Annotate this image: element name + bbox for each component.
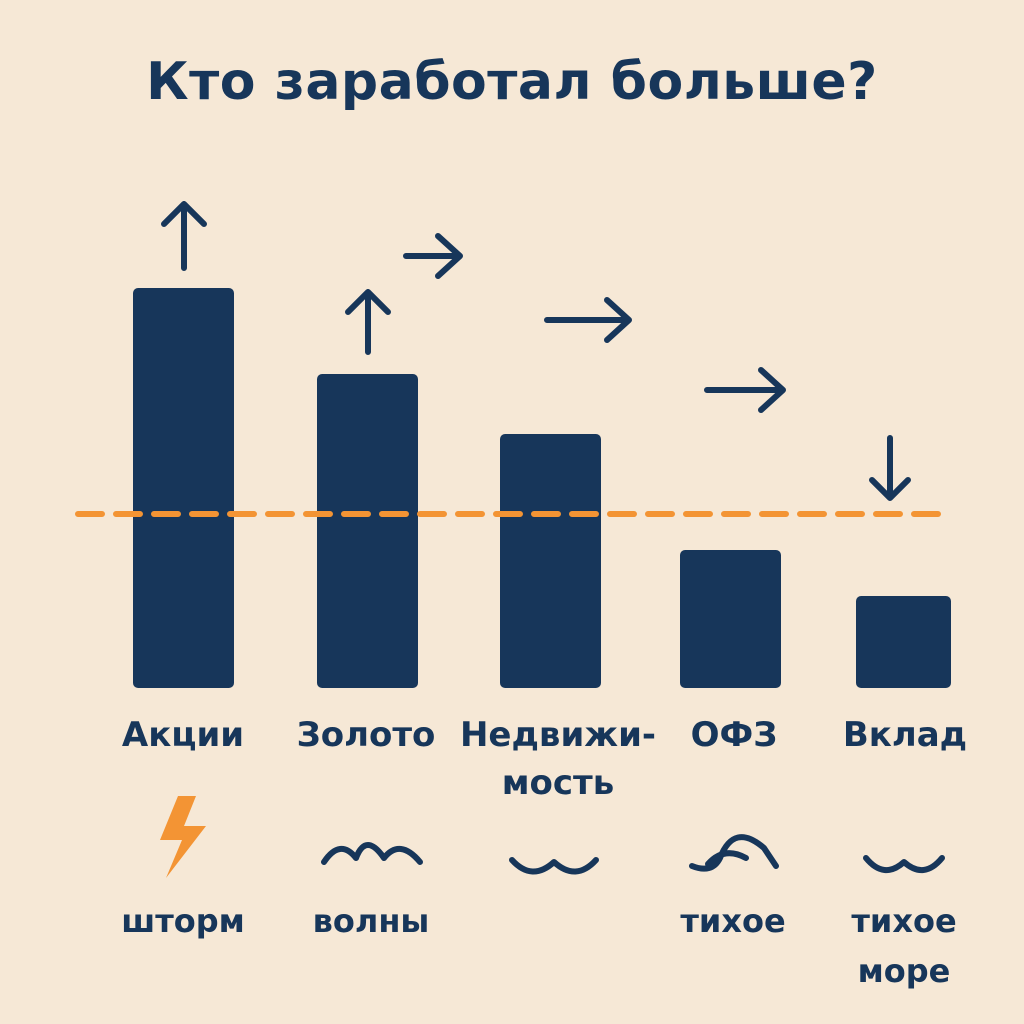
category-label: Недвижи- [460,715,656,755]
calm-wave-icon [863,855,945,873]
category-label: Золото [297,715,436,755]
bar [133,288,234,688]
wave-crest-icon [689,834,779,872]
category-label: ОФЗ [691,715,778,755]
arrow-down-icon [869,435,911,501]
arrow-up-icon [161,201,207,271]
wave-crest-icon-inner [705,850,749,867]
arrow-right-icon [544,297,632,343]
mood-label: шторм [121,902,245,940]
mood-label: тихое [680,902,785,940]
bar [500,434,601,688]
waves-icon [321,842,423,865]
chart-title: Кто заработал больше? [146,52,878,112]
bar [317,374,418,688]
category-label: мость [502,763,615,803]
bar [680,550,781,688]
mood-label: тихое [851,902,956,940]
arrow-right-icon [403,233,463,279]
lightning-icon [160,796,206,878]
category-label: Вклад [843,715,967,755]
bar [856,596,951,688]
arrow-up-icon [345,289,391,355]
arrow-right-icon [704,367,786,413]
mood-label: волны [313,902,430,940]
calm-wave-icon [509,857,599,875]
mood-label: море [858,952,951,990]
category-label: Акции [122,715,244,755]
